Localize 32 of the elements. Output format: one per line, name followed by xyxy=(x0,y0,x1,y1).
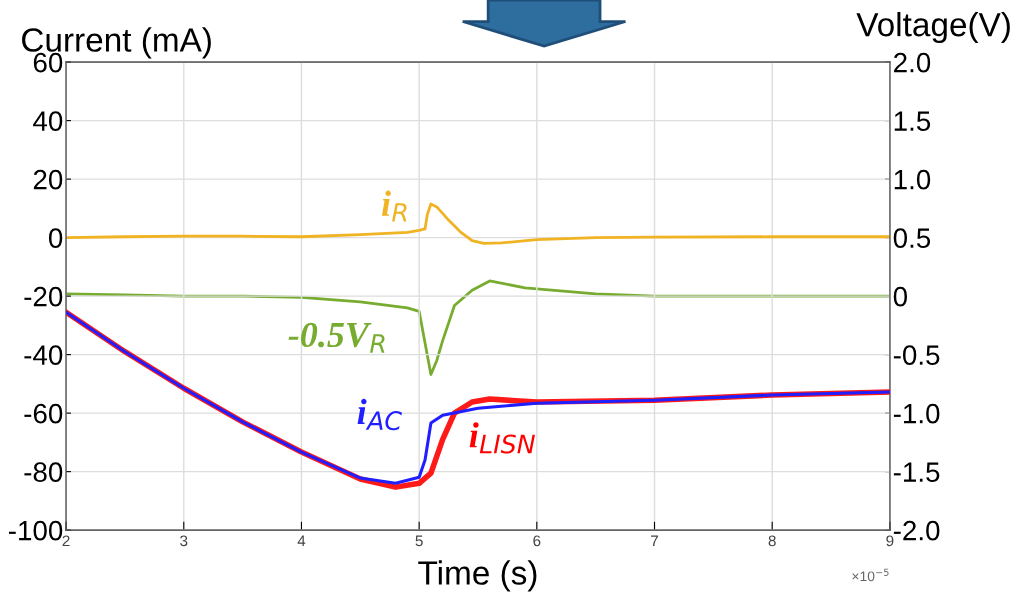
y2-tick-label: 0.5 xyxy=(893,228,931,248)
y2-axis-title: Voltage(V) xyxy=(856,11,1010,44)
x-tick-label: 4 xyxy=(297,535,306,547)
y-tick-label: -80 xyxy=(24,462,63,482)
y2-tick-label: 1.5 xyxy=(894,111,931,131)
x-axis-title: Time (s) xyxy=(418,560,537,592)
y2-tick-label: 1.0 xyxy=(894,169,931,190)
x-tick-label: 3 xyxy=(180,535,188,547)
x-tick-label: 5 xyxy=(415,535,423,547)
y2-tick-label: -0.5 xyxy=(893,345,940,365)
series-label: i$_{LISN}$ xyxy=(469,422,535,454)
text: ×10$^{−5}$ xyxy=(852,568,889,582)
y-tick-label: 40 xyxy=(33,111,63,131)
series-label: i$_{R}$ xyxy=(381,190,407,222)
y2-tick-label: 0 xyxy=(893,286,908,307)
y-tick-label: -20 xyxy=(24,286,63,307)
x-tick-label: 8 xyxy=(768,535,776,547)
y-tick-label: 0 xyxy=(48,228,63,248)
y2-tick-label: -2.0 xyxy=(893,520,940,541)
y2-tick-label: -1.5 xyxy=(893,462,940,482)
series-label: i$_{AC}$ xyxy=(357,398,402,431)
y-tick-label: 20 xyxy=(33,169,63,190)
y2-tick-label: 2.0 xyxy=(894,52,931,73)
y2-tick-label: -1.0 xyxy=(893,403,940,424)
x-tick-label: 7 xyxy=(651,535,658,547)
series-label: -0.5V$_{R}$ xyxy=(288,322,385,353)
y-tick-label: -60 xyxy=(24,403,63,424)
y-tick-label: -100 xyxy=(8,520,63,541)
x-tick-label: 2 xyxy=(62,535,70,547)
y-tick-label: -40 xyxy=(24,345,63,365)
x-tick-label: 9 xyxy=(886,535,894,547)
x-tick-label: 6 xyxy=(533,535,541,547)
